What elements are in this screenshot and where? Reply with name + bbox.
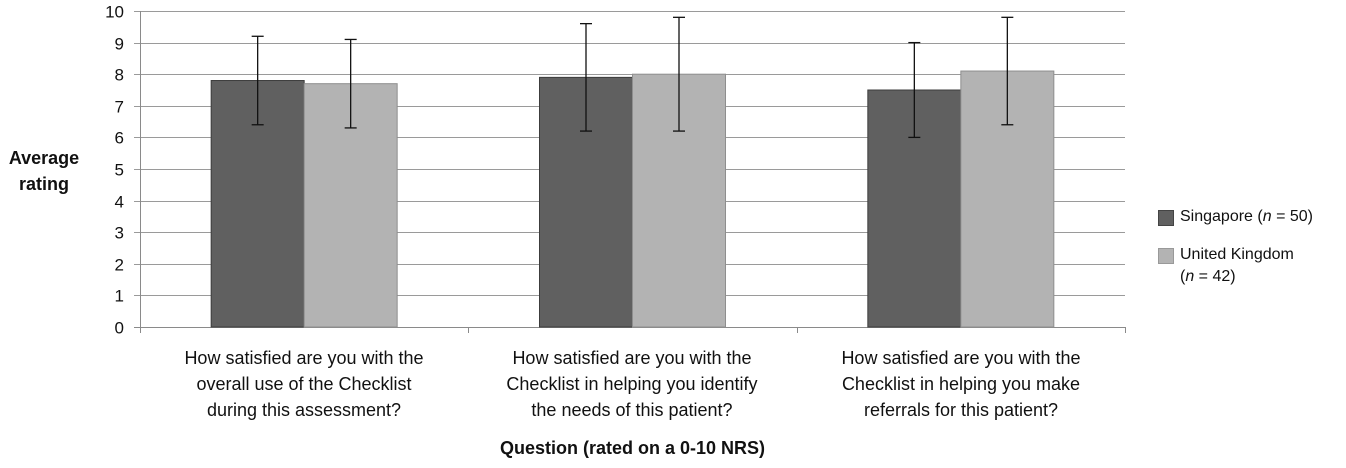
y-tick-label: 3 xyxy=(115,224,124,243)
category-label-2: How satisfied are you with the Checklist… xyxy=(506,348,758,420)
y-tick-label: 1 xyxy=(115,287,124,306)
y-tick-label: 0 xyxy=(115,319,124,338)
legend-swatch-united-kingdom xyxy=(1158,248,1174,264)
y-tick-label: 9 xyxy=(115,35,124,54)
y-tick-label: 10 xyxy=(105,3,124,22)
legend-label-singapore: Singapore (n = 50) xyxy=(1180,208,1313,225)
y-tick-label: 4 xyxy=(115,193,124,212)
legend-label-united-kingdom: United Kingdom (n = 42) xyxy=(1180,246,1294,285)
x-axis-label: Question (rated on a 0-10 NRS) xyxy=(499,438,766,458)
y-tick-label: 8 xyxy=(115,66,124,85)
y-tick-label: 7 xyxy=(115,98,124,117)
category-label-3: How satisfied are you with the Checklist… xyxy=(841,348,1081,420)
legend: Singapore (n = 50) United Kingdom (n = 42… xyxy=(1158,206,1313,304)
y-tick-label: 5 xyxy=(115,161,124,180)
y-axis-label: Average rating xyxy=(8,148,80,194)
category-label-1: How satisfied are you with the overall u… xyxy=(184,348,424,420)
y-tick-label: 2 xyxy=(115,256,124,275)
y-tick-label: 6 xyxy=(115,129,124,148)
legend-item-united-kingdom: United Kingdom (n = 42) xyxy=(1158,244,1313,288)
legend-item-singapore: Singapore (n = 50) xyxy=(1158,206,1313,228)
legend-swatch-singapore xyxy=(1158,210,1174,226)
